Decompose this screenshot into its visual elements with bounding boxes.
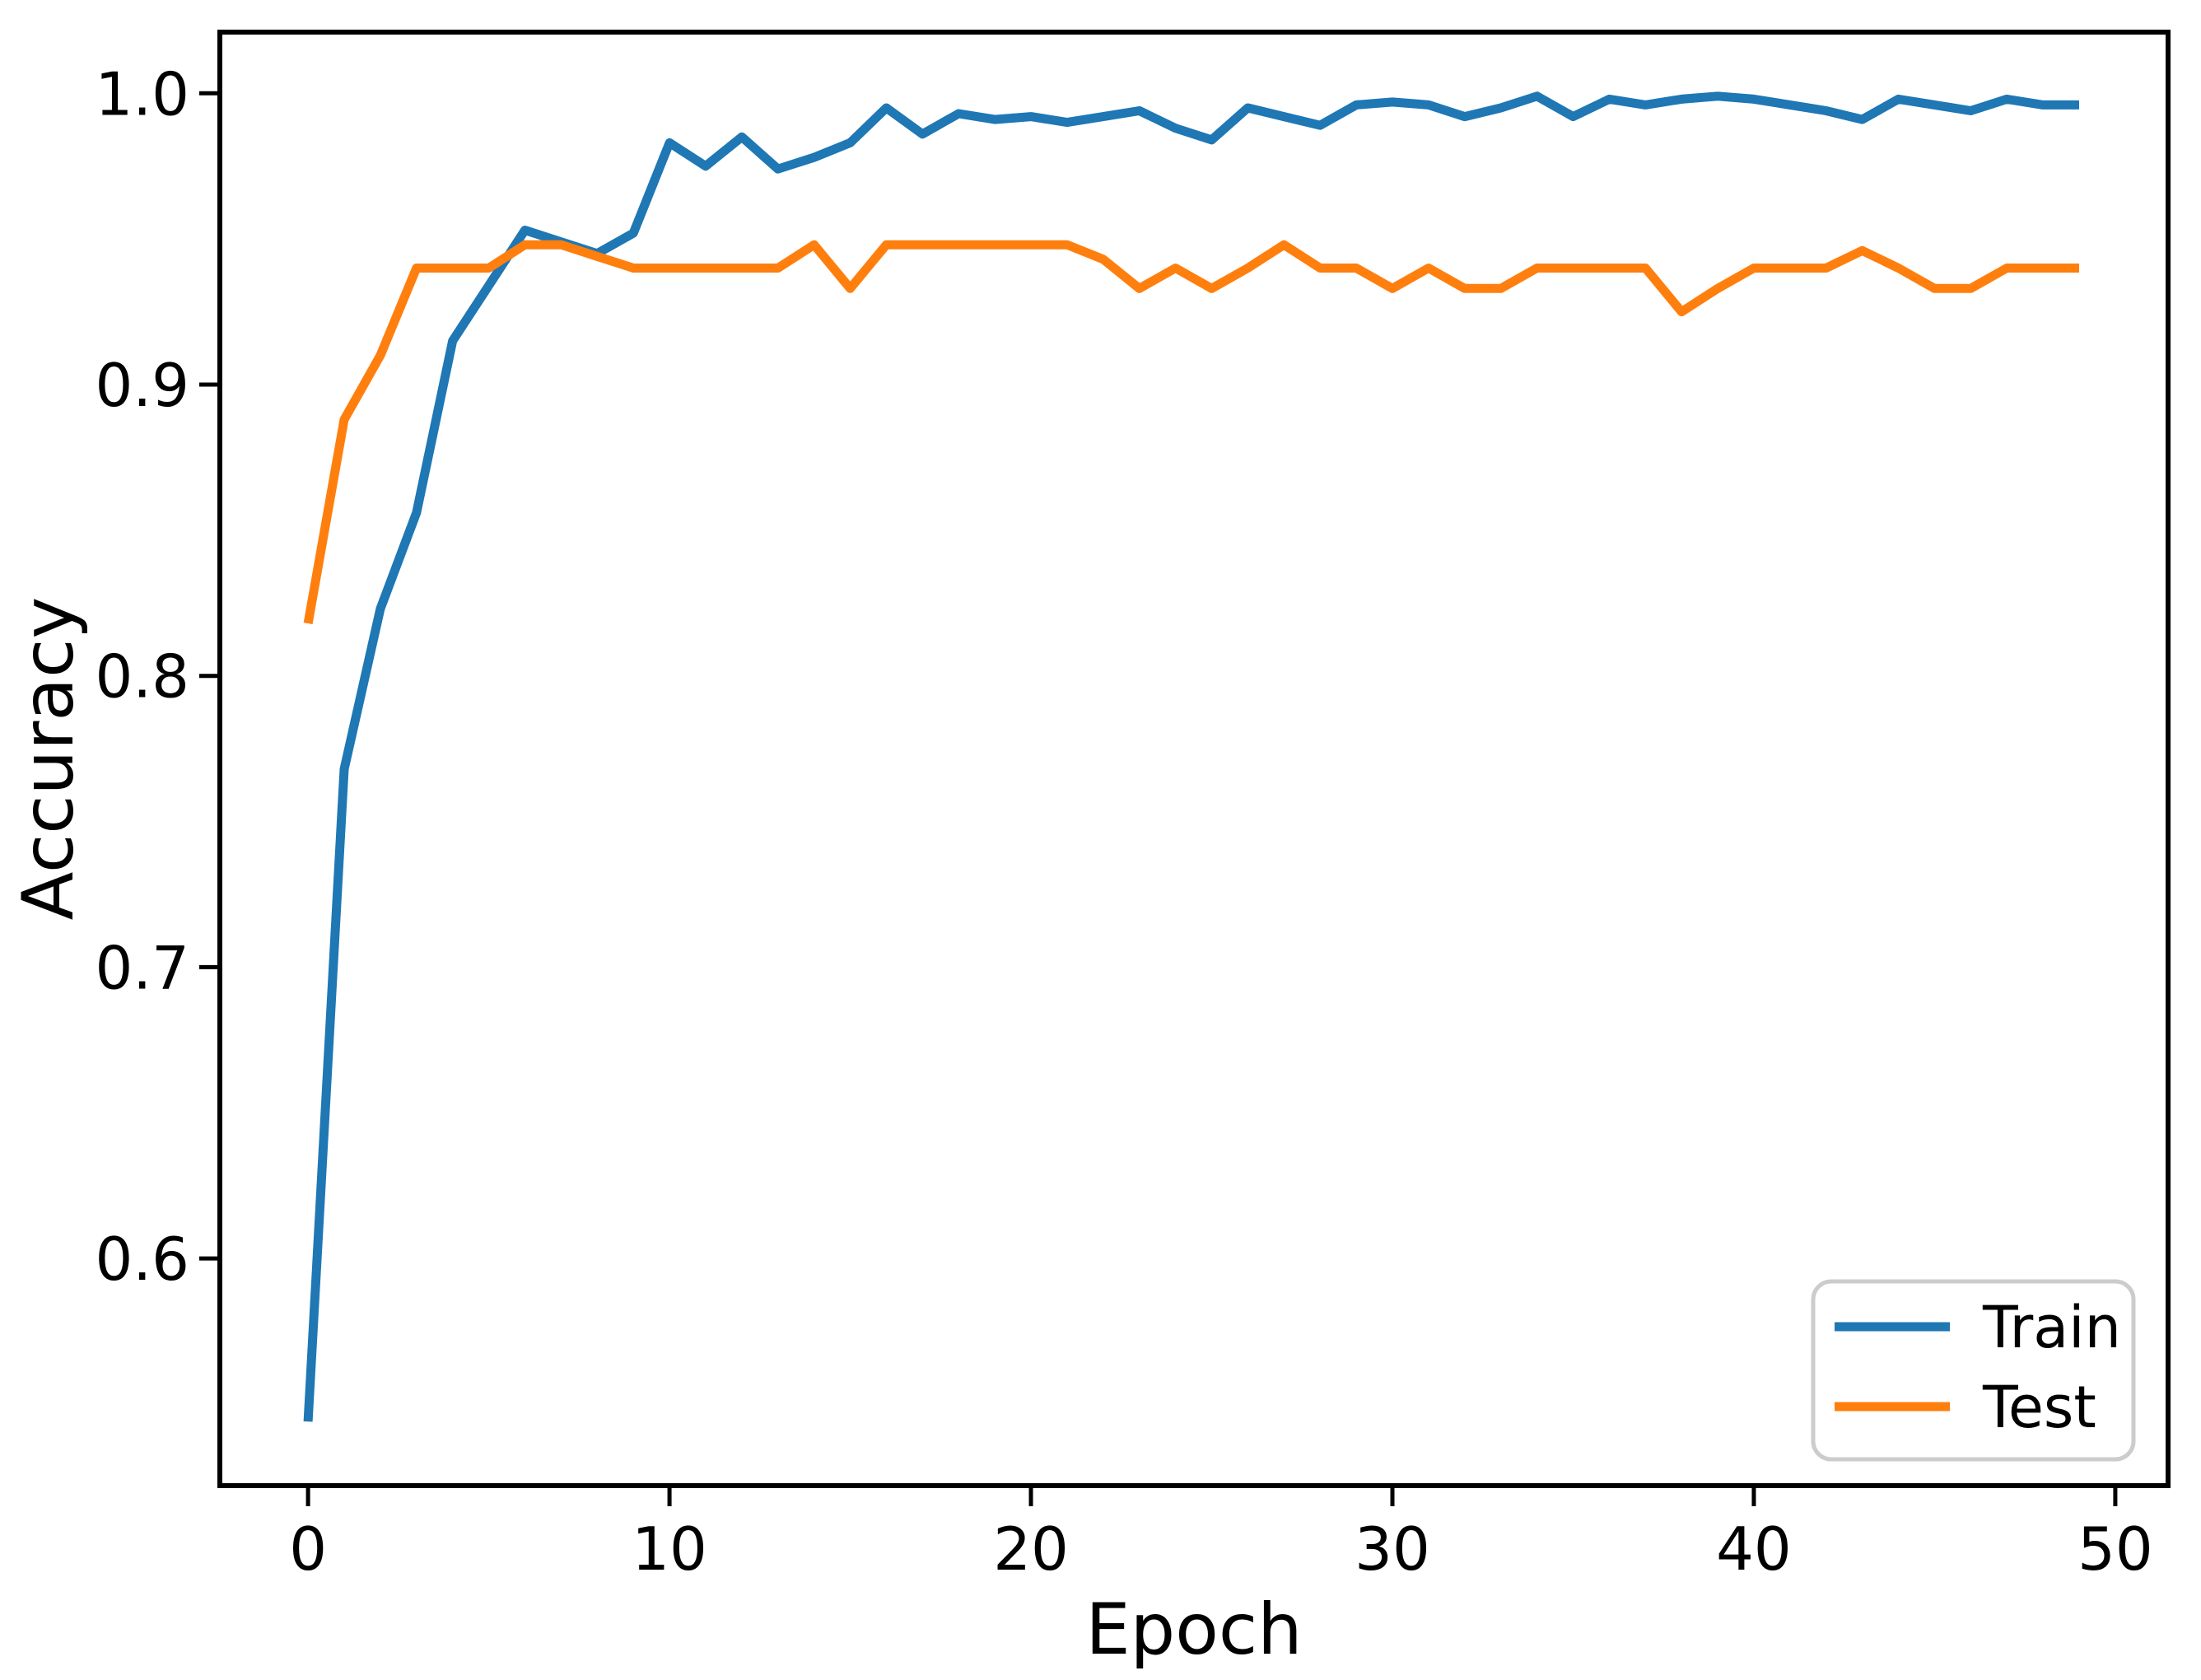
series-line-test — [303, 240, 2079, 624]
series-lines — [303, 91, 2079, 1422]
x-axis: 0 10 20 30 40 50 — [289, 1486, 2153, 1584]
x-tick-label: 40 — [1716, 1514, 1792, 1584]
y-tick-label: 1.0 — [95, 59, 189, 128]
x-tick-label: 20 — [993, 1514, 1069, 1584]
y-axis: 0.6 0.7 0.8 0.9 1.0 — [95, 59, 220, 1294]
legend-label-train: Train — [1982, 1294, 2121, 1361]
x-tick-label: 0 — [289, 1514, 327, 1584]
y-axis-label: Accuracy — [7, 597, 90, 921]
y-tick-label: 0.6 — [95, 1225, 189, 1294]
x-tick-label: 10 — [632, 1514, 707, 1584]
y-tick-label: 0.9 — [95, 351, 189, 420]
y-tick-label: 0.8 — [95, 642, 189, 712]
y-tick-label: 0.7 — [95, 933, 189, 1002]
plot-spines — [217, 30, 2171, 1488]
x-tick-label: 50 — [2077, 1514, 2153, 1584]
x-axis-label: Epoch — [1085, 1589, 1302, 1671]
series-line-train — [303, 91, 2079, 1422]
legend-label-test: Test — [1982, 1374, 2096, 1441]
x-tick-label: 30 — [1355, 1514, 1430, 1584]
legend: Train Test — [1811, 1279, 2136, 1462]
